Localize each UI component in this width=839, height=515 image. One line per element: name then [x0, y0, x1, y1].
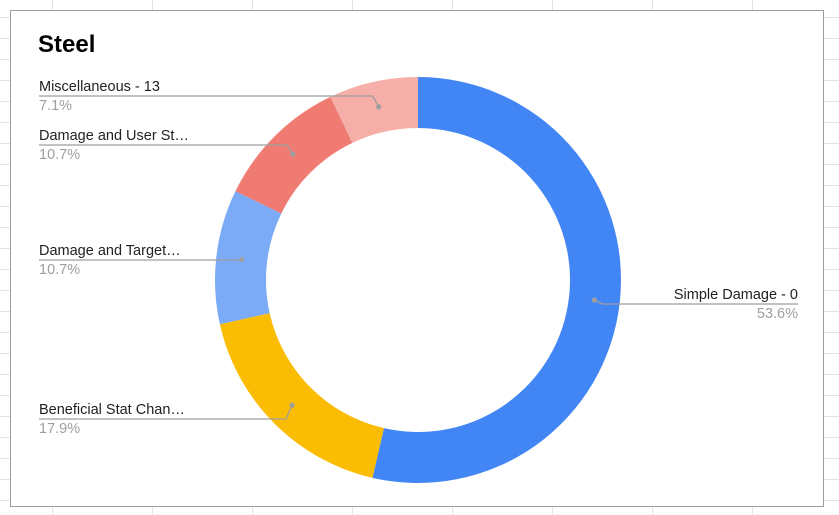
- callout-dot-4: [290, 151, 296, 157]
- slice-label-3: Damage and Target…: [39, 243, 181, 259]
- slice-percent-2: 17.9%: [39, 421, 80, 437]
- donut-slice-3[interactable]: [215, 191, 282, 325]
- slice-percent-4: 10.7%: [39, 147, 80, 163]
- slice-label-4: Damage and User St…: [39, 128, 189, 144]
- slice-percent-5: 7.1%: [39, 98, 72, 114]
- donut-slice-1[interactable]: [372, 77, 622, 483]
- donut-slice-2[interactable]: [219, 313, 384, 478]
- slice-percent-1: 53.6%: [757, 306, 798, 322]
- donut-slice-5[interactable]: [330, 77, 418, 143]
- donut-chart: Simple Damage - 0 53.6% Beneficial Stat Ch…: [39, 77, 798, 483]
- slice-label-2: Beneficial Stat Chan…: [39, 402, 185, 418]
- callout-dot-3: [239, 256, 245, 263]
- callout-dot-2: [289, 402, 295, 408]
- slice-percent-3: 10.7%: [39, 262, 80, 278]
- chart-container[interactable]: Steel Simple Damage - 0 53.6% Beneficial S…: [10, 10, 824, 507]
- callout-line-5: [39, 95, 380, 108]
- callout-dot-1: [591, 297, 597, 303]
- callout-line-3: [39, 258, 242, 261]
- slice-label-5: Miscellaneous - 13: [39, 79, 160, 95]
- callout-line-4: [39, 144, 294, 155]
- callout-line-1: [594, 299, 798, 305]
- callout-dot-5: [376, 104, 382, 110]
- slice-label-1: Simple Damage - 0: [674, 287, 798, 303]
- chart-title: Steel: [38, 31, 96, 58]
- callout-line-2: [39, 404, 293, 420]
